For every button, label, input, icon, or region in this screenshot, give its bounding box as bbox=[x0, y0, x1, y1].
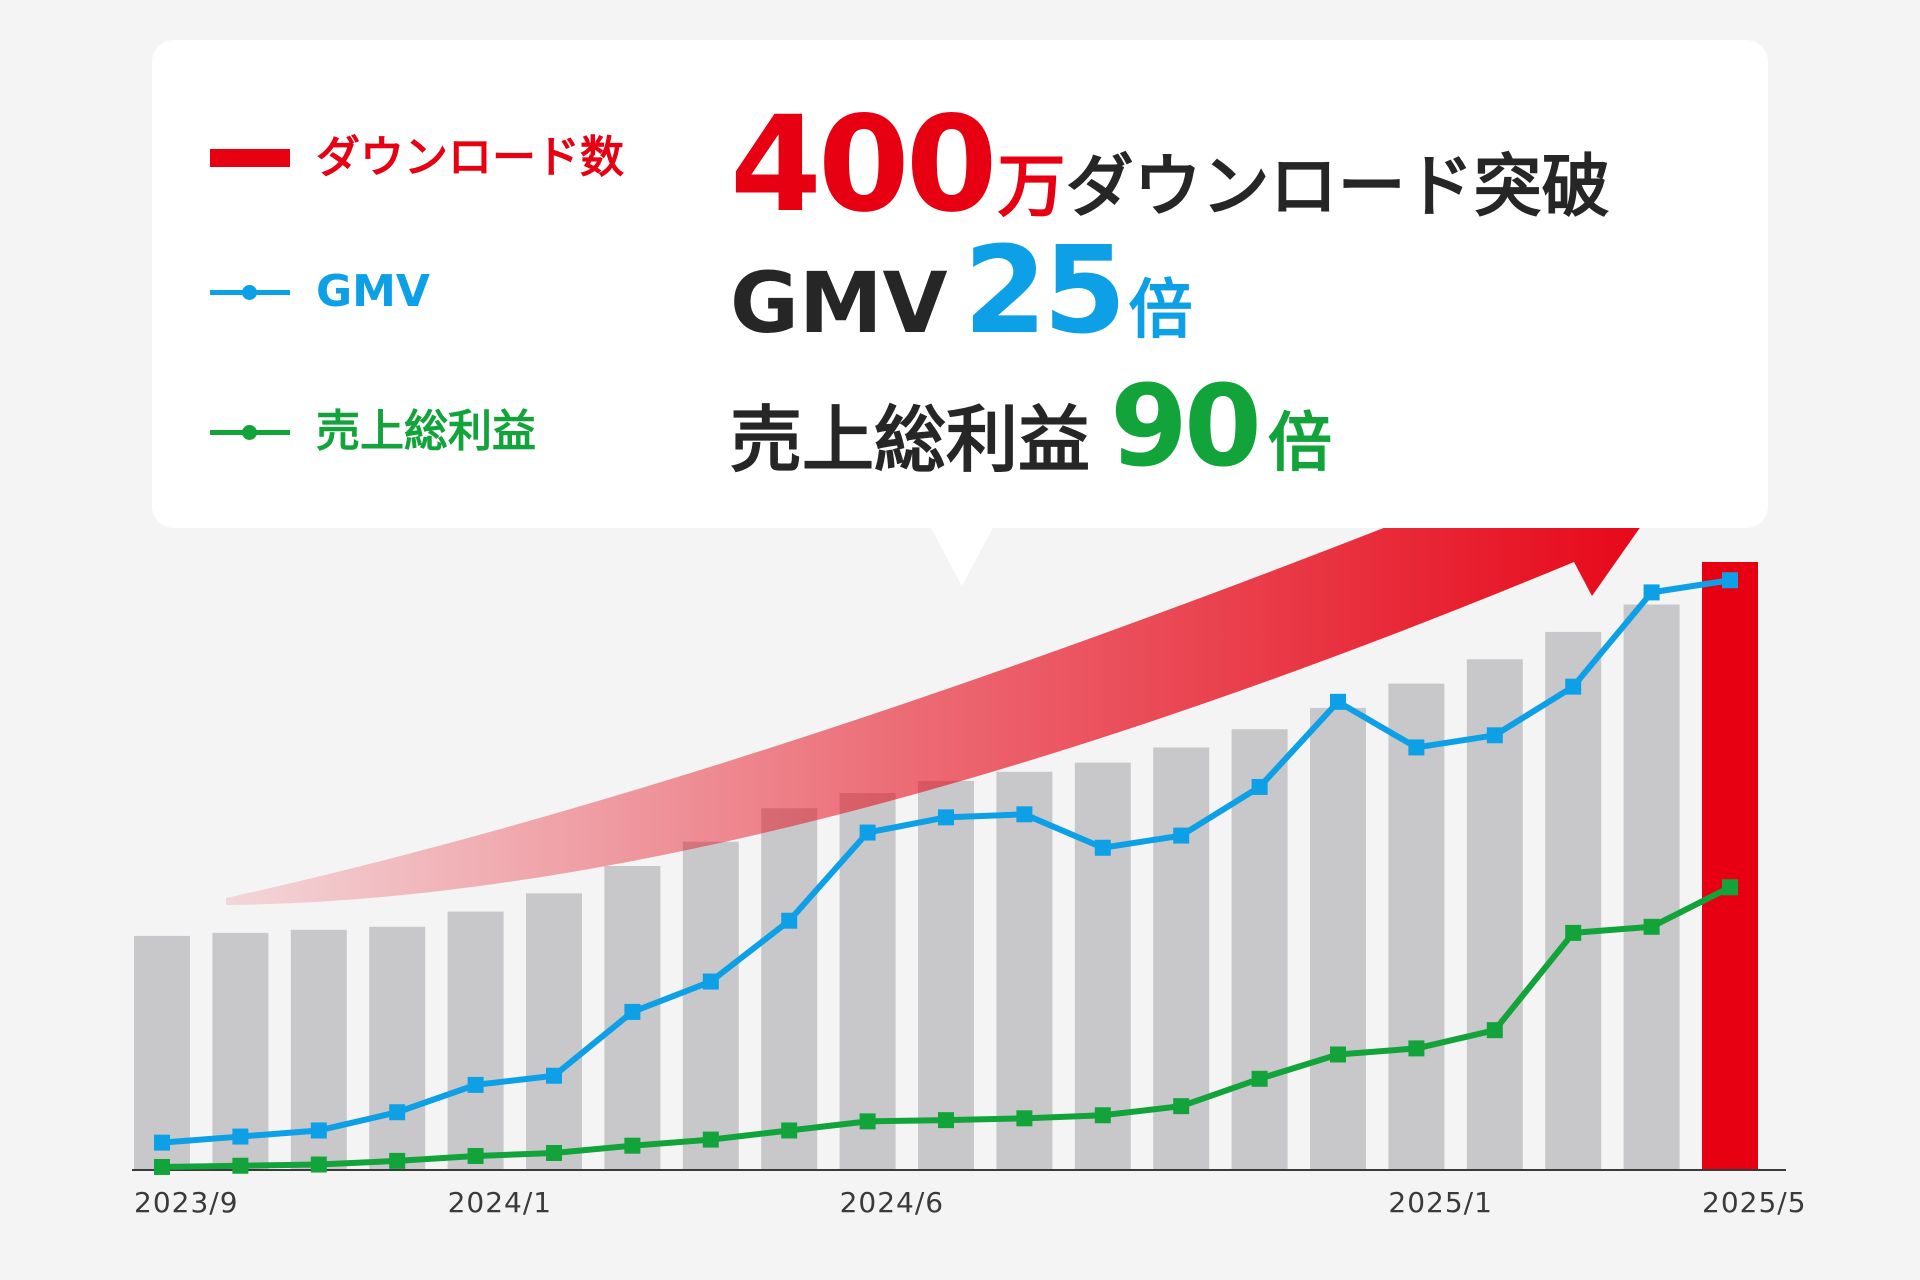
x-tick-label: 2023/9 bbox=[134, 1186, 239, 1219]
gmv-point-2023/9 bbox=[154, 1134, 170, 1151]
profit-point-2023/12 bbox=[389, 1152, 406, 1169]
legend-downloads-label: ダウンロード数 bbox=[316, 132, 624, 183]
headline-gmv-prefix: GMV bbox=[730, 254, 948, 352]
gmv-point-2024/11 bbox=[1251, 778, 1268, 795]
profit-point-2024/7 bbox=[938, 1112, 954, 1129]
gmv-point-2024/3 bbox=[624, 1003, 641, 1020]
download-bars bbox=[134, 562, 1758, 1170]
profit-point-2024/5 bbox=[781, 1122, 798, 1139]
legend-downloads: ダウンロード数 bbox=[210, 136, 624, 180]
gmv-point-2025/3 bbox=[1565, 678, 1582, 695]
download-bar-2023/9 bbox=[134, 935, 190, 1170]
profit-point-2024/10 bbox=[1173, 1098, 1190, 1115]
download-bar-2025/4 bbox=[1623, 604, 1680, 1170]
profit-point-2024/12 bbox=[1330, 1046, 1346, 1063]
gmv-point-2025/1 bbox=[1408, 739, 1425, 756]
gmv-point-2024/4 bbox=[702, 973, 719, 990]
headline-profit-prefix: 売上総利益 bbox=[730, 398, 1091, 482]
headline-gmv: GMV 25 倍 bbox=[730, 222, 1193, 361]
profit-point-2025/5 bbox=[1722, 879, 1738, 896]
profit-point-2025/4 bbox=[1643, 918, 1660, 935]
profit-point-2024/4 bbox=[702, 1131, 719, 1148]
headline-downloads-number: 400 bbox=[730, 88, 998, 242]
profit-point-2024/2 bbox=[546, 1144, 562, 1161]
gmv-point-2024/2 bbox=[546, 1067, 562, 1084]
gmv-point-2024/10 bbox=[1173, 827, 1190, 844]
download-bar-2024/5 bbox=[761, 808, 818, 1170]
gmv-point-2023/12 bbox=[389, 1104, 406, 1121]
gmv-point-2025/4 bbox=[1643, 584, 1660, 601]
legend-gmv-swatch bbox=[210, 280, 290, 304]
download-bar-2024/4 bbox=[682, 841, 739, 1170]
headline-downloads-unit: 万 bbox=[997, 148, 1066, 227]
download-bar-2024/8 bbox=[996, 771, 1053, 1170]
profit-point-2024/11 bbox=[1251, 1070, 1268, 1087]
profit-point-2025/2 bbox=[1486, 1022, 1503, 1039]
x-axis-ticks: 2023/9 2024/1 2024/6 2025/1 2025/5 bbox=[134, 1186, 1807, 1219]
gmv-point-2024/8 bbox=[1016, 806, 1033, 823]
headline-downloads: 400 万 ダウンロード突破 bbox=[730, 88, 1610, 242]
gmv-point-2024/9 bbox=[1094, 839, 1111, 856]
legend-gmv-label: GMV bbox=[316, 266, 430, 317]
download-bar-2025/5 bbox=[1702, 562, 1758, 1170]
profit-point-2024/9 bbox=[1094, 1107, 1111, 1124]
gmv-point-2024/6 bbox=[859, 824, 876, 841]
gmv-series bbox=[154, 572, 1738, 1151]
profit-point-2024/8 bbox=[1016, 1110, 1033, 1127]
legend-profit: 売上総利益 bbox=[210, 410, 536, 454]
headline-profit-number: 90 bbox=[1110, 362, 1262, 492]
gmv-point-2024/1 bbox=[467, 1076, 484, 1093]
download-bar-2024/1 bbox=[447, 911, 504, 1170]
download-bar-2025/3 bbox=[1545, 631, 1602, 1170]
download-bar-2024/9 bbox=[1074, 762, 1131, 1170]
profit-point-2024/6 bbox=[859, 1113, 876, 1130]
download-bar-2024/2 bbox=[526, 893, 582, 1170]
trend-arrow bbox=[226, 442, 1700, 905]
gmv-point-2024/5 bbox=[781, 912, 798, 929]
download-bar-2025/2 bbox=[1466, 659, 1523, 1170]
download-bar-2023/12 bbox=[369, 926, 426, 1170]
legend-bar-swatch bbox=[210, 146, 290, 170]
download-bar-2024/12 bbox=[1310, 707, 1366, 1170]
gmv-point-2025/2 bbox=[1486, 727, 1503, 744]
profit-point-2024/1 bbox=[467, 1148, 484, 1165]
headline-gmv-number: 25 bbox=[963, 222, 1127, 361]
profit-point-2025/1 bbox=[1408, 1040, 1425, 1057]
callout-tail bbox=[930, 526, 994, 586]
headline-profit-unit: 倍 bbox=[1267, 407, 1332, 481]
legend-profit-swatch bbox=[210, 420, 290, 444]
x-tick-label: 2025/1 bbox=[1388, 1186, 1493, 1219]
legend-gmv: GMV bbox=[210, 270, 430, 314]
profit-point-2025/3 bbox=[1565, 924, 1582, 941]
gmv-point-2025/5 bbox=[1722, 572, 1738, 589]
gmv-point-2024/12 bbox=[1330, 693, 1346, 710]
profit-point-2023/10 bbox=[232, 1157, 249, 1174]
headline-downloads-text: ダウンロード突破 bbox=[1065, 148, 1610, 227]
callout-box bbox=[152, 40, 1768, 528]
x-tick-label: 2025/5 bbox=[1702, 1186, 1807, 1219]
download-bar-2025/1 bbox=[1388, 683, 1445, 1170]
x-tick-label: 2024/1 bbox=[448, 1186, 553, 1219]
profit-point-2023/11 bbox=[310, 1156, 327, 1173]
legend-profit-label: 売上総利益 bbox=[316, 406, 536, 457]
gmv-point-2023/11 bbox=[310, 1122, 327, 1139]
download-bar-2024/7 bbox=[918, 780, 974, 1170]
download-bar-2024/11 bbox=[1231, 729, 1288, 1170]
profit-point-2024/3 bbox=[624, 1137, 641, 1154]
headline-gmv-unit: 倍 bbox=[1128, 274, 1193, 348]
profit-point-2023/9 bbox=[154, 1158, 170, 1175]
gmv-point-2024/7 bbox=[938, 809, 954, 826]
headline-profit: 売上総利益 90 倍 bbox=[730, 362, 1332, 492]
x-tick-label: 2024/6 bbox=[840, 1186, 945, 1219]
gmv-point-2023/10 bbox=[232, 1128, 249, 1145]
gross-profit-series bbox=[154, 879, 1738, 1175]
